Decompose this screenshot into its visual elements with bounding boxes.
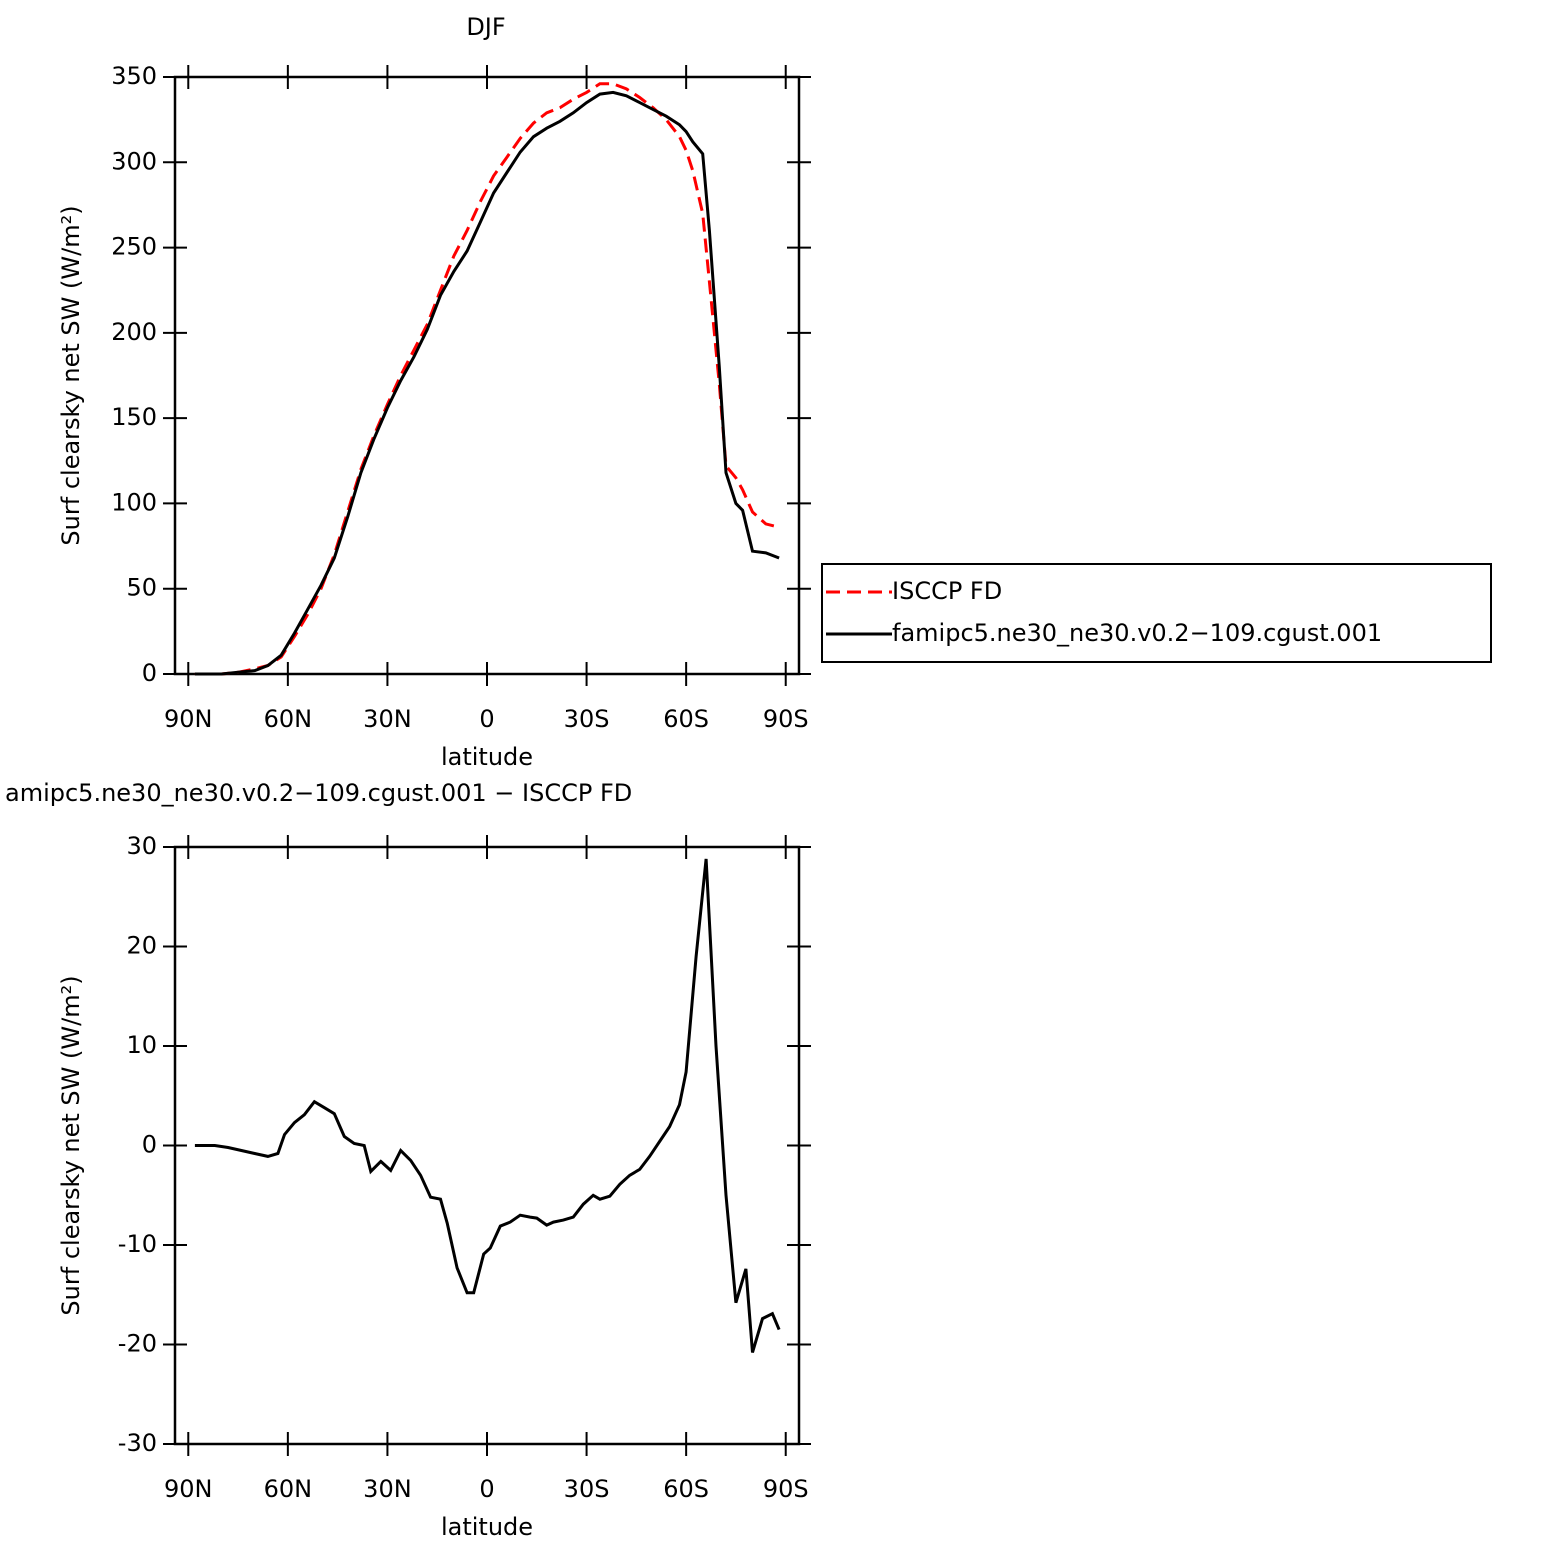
legend-box [821, 563, 1492, 663]
data-line [194, 858, 781, 1353]
y-tick-label: 300 [111, 147, 157, 175]
y-tick-label: 0 [142, 659, 157, 687]
plot-frame [173, 845, 801, 1446]
x-tick-label: 0 [479, 705, 494, 733]
y-tick-label: -20 [118, 1330, 157, 1358]
x-tick-label: 60N [264, 705, 313, 733]
x-tick-label: 60N [264, 1475, 313, 1503]
legend-label: ISCCP FD [892, 577, 1002, 605]
x-tick-label: 30S [564, 1475, 610, 1503]
x-tick-label: 60S [663, 1475, 709, 1503]
data-line [194, 90, 780, 676]
y-tick-label: 50 [126, 574, 157, 602]
y-tick-label: 30 [126, 832, 157, 860]
x-tick-label: 90S [763, 705, 809, 733]
y-axis-label: Surf clearsky net SW (W/m²) [57, 975, 85, 1315]
y-tick-label: 200 [111, 318, 157, 346]
y-tick-label: 0 [142, 1131, 157, 1159]
y-tick-label: 250 [111, 233, 157, 261]
y-tick-label: -10 [118, 1230, 157, 1258]
x-axis-label: latitude [441, 743, 533, 771]
x-tick-label: 30S [564, 705, 610, 733]
x-tick-label: 90N [164, 1475, 213, 1503]
y-tick-label: -30 [118, 1429, 157, 1457]
y-tick-label: 350 [111, 62, 157, 90]
plot-frame [173, 75, 801, 676]
x-axis-label: latitude [441, 1513, 533, 1541]
chart-title: amipc5.ne30_ne30.v0.2−109.cgust.001 − IS… [5, 779, 632, 807]
x-tick-label: 30N [363, 705, 412, 733]
y-tick-label: 100 [111, 488, 157, 516]
x-tick-label: 90N [164, 705, 213, 733]
x-tick-label: 90S [763, 1475, 809, 1503]
x-tick-label: 60S [663, 705, 709, 733]
y-tick-label: 150 [111, 403, 157, 431]
chart-title: DJF [466, 13, 505, 41]
y-tick-label: 20 [126, 932, 157, 960]
data-line [194, 82, 780, 676]
y-tick-label: 10 [126, 1031, 157, 1059]
y-axis-label: Surf clearsky net SW (W/m²) [57, 205, 85, 545]
legend-label: famipc5.ne30_ne30.v0.2−109.cgust.001 [892, 619, 1382, 647]
x-tick-label: 0 [479, 1475, 494, 1503]
x-tick-label: 30N [363, 1475, 412, 1503]
